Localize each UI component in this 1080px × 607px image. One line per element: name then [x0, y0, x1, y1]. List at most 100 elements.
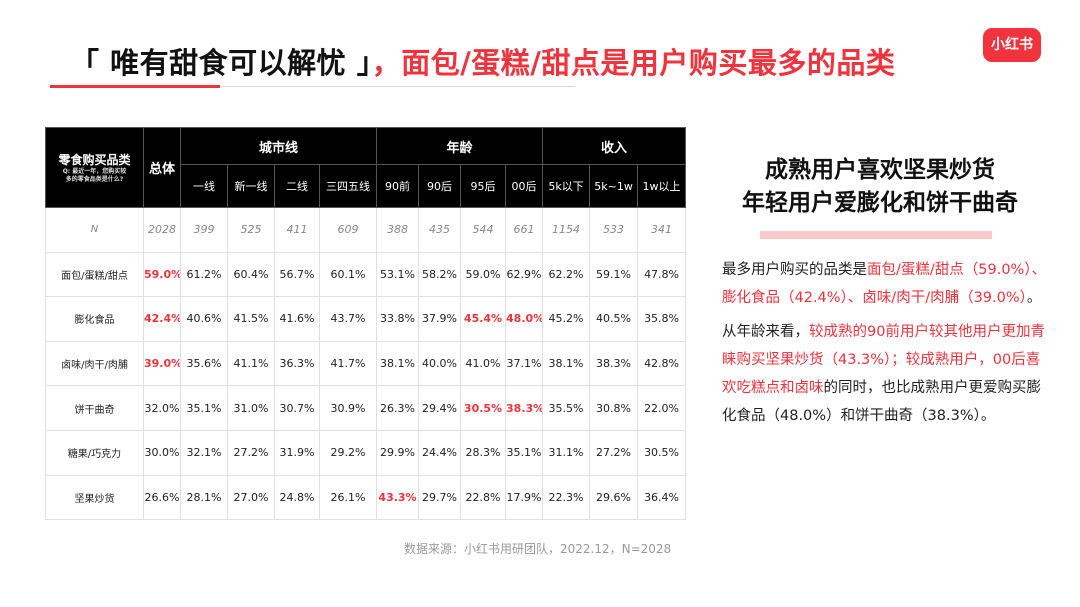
value-cell: 62.2% [542, 251, 591, 298]
brand-logo: 小红书 [983, 28, 1041, 62]
group-header-income: 收入 [542, 127, 687, 165]
total-header: 总体 [143, 127, 181, 208]
value-cell: 341 [637, 207, 687, 253]
summary-paragraph-2: 从年龄来看，较成熟的90前用户较其他用户更加青睐购买坚果炒货（43.3%）；较成… [722, 318, 1052, 430]
row-label: 膨化食品 [45, 296, 144, 342]
value-cell: 41.6% [274, 296, 320, 342]
value-cell: 30.5% [460, 385, 507, 431]
column-header: 新一线 [227, 164, 275, 208]
value-cell: 31.1% [542, 429, 591, 476]
value-cell: 22.8% [460, 474, 507, 521]
column-header: 一线 [180, 164, 228, 208]
value-cell: 399 [180, 207, 228, 253]
value-cell: 35.6% [180, 340, 228, 387]
column-header: 95后 [460, 164, 507, 208]
total-cell: 59.0% [143, 251, 181, 298]
value-cell: 40.0% [418, 340, 462, 387]
value-cell: 35.1% [180, 385, 228, 431]
value-cell: 41.5% [227, 296, 275, 342]
value-cell: 43.7% [318, 296, 378, 342]
value-cell: 40.6% [180, 296, 228, 342]
table-row: 饼干曲奇 32.0% 35.1% 31.0% 30.7% 30.9% 26.3% 29.4% 3… [45, 385, 687, 431]
snack-purchase-table: 零食购买品类 Q: 最近一年，您购买较多的零食品类是什么? 总体 城市线 年龄 … [45, 127, 687, 521]
table-row: N 2028 399 525 411 609 388 435 544 661 1154 533 341 [45, 207, 687, 253]
value-cell: 41.7% [318, 340, 378, 387]
value-cell: 60.1% [318, 251, 378, 298]
group-header-age: 年龄 [376, 127, 544, 165]
value-cell: 45.2% [542, 296, 591, 342]
table-row: 面包/蛋糕/甜点 59.0% 61.2% 60.4% 56.7% 60.1% 53.1% 58… [45, 251, 687, 298]
value-cell: 28.1% [180, 474, 228, 521]
value-cell: 28.3% [460, 429, 507, 476]
row-label: N [45, 207, 144, 253]
value-cell: 38.3% [505, 385, 544, 431]
value-cell: 56.7% [274, 251, 320, 298]
value-cell: 29.9% [376, 429, 420, 476]
row-label: 面包/蛋糕/甜点 [45, 251, 144, 298]
value-cell: 60.4% [227, 251, 275, 298]
value-cell: 27.2% [227, 429, 275, 476]
table-row: 坚果炒货 26.6% 28.1% 27.0% 24.8% 26.1% 43.3% 29.7% 2… [45, 474, 687, 521]
value-cell: 661 [505, 207, 544, 253]
row-label: 糖果/巧克力 [45, 429, 144, 476]
value-cell: 533 [589, 207, 639, 253]
value-cell: 58.2% [418, 251, 462, 298]
value-cell: 32.1% [180, 429, 228, 476]
value-cell: 22.3% [542, 474, 591, 521]
category-header-label: 零食购买品类 [58, 153, 131, 167]
value-cell: 30.9% [318, 385, 378, 431]
value-cell: 45.4% [460, 296, 507, 342]
value-cell: 31.0% [227, 385, 275, 431]
table-row: 膨化食品 42.4% 40.6% 41.5% 41.6% 43.7% 33.8% 37.9% 4… [45, 296, 687, 342]
body-text: 最多用户购买的品类是 [722, 262, 867, 278]
value-cell: 47.8% [637, 251, 687, 298]
value-cell: 30.5% [637, 429, 687, 476]
title-divider [50, 86, 575, 87]
column-header: 三四五线 [318, 164, 378, 208]
value-cell: 29.6% [589, 474, 639, 521]
column-header: 90前 [376, 164, 420, 208]
value-cell: 38.1% [376, 340, 420, 387]
value-cell: 22.0% [637, 385, 687, 431]
value-cell: 41.1% [227, 340, 275, 387]
value-cell: 62.9% [505, 251, 544, 298]
value-cell: 29.2% [318, 429, 378, 476]
value-cell: 38.1% [542, 340, 591, 387]
table-row: 糖果/巧克力 30.0% 32.1% 27.2% 31.9% 29.2% 29.9% 24.4… [45, 429, 687, 476]
value-cell: 26.1% [318, 474, 378, 521]
value-cell: 609 [318, 207, 378, 253]
category-question: Q: 最近一年，您购买较多的零食品类是什么? [62, 168, 127, 183]
row-label: 坚果炒货 [45, 474, 144, 521]
value-cell: 26.3% [376, 385, 420, 431]
title-part-2: ，面包/蛋糕/甜点是用户购买最多的品类 [371, 46, 896, 80]
column-header: 5k以下 [542, 164, 591, 208]
summary-body: 最多用户购买的品类是面包/蛋糕/甜点（59.0%）、膨化食品（42.4%）、卤味… [722, 256, 1052, 436]
value-cell: 59.0% [460, 251, 507, 298]
total-cell: 26.6% [143, 474, 181, 521]
category-header: 零食购买品类 Q: 最近一年，您购买较多的零食品类是什么? [45, 127, 144, 208]
summary-paragraph-1: 最多用户购买的品类是面包/蛋糕/甜点（59.0%）、膨化食品（42.4%）、卤味… [722, 256, 1052, 312]
column-header: 5k~1w [589, 164, 639, 208]
value-cell: 48.0% [505, 296, 544, 342]
value-cell: 43.3% [376, 474, 420, 521]
total-cell: 2028 [143, 207, 181, 253]
value-cell: 38.3% [589, 340, 639, 387]
value-cell: 35.8% [637, 296, 687, 342]
value-cell: 17.9% [505, 474, 544, 521]
summary-accent-bar [760, 231, 992, 239]
value-cell: 36.3% [274, 340, 320, 387]
value-cell: 53.1% [376, 251, 420, 298]
table-row: 卤味/肉干/肉脯 39.0% 35.6% 41.1% 36.3% 41.7% 38.1% 40… [45, 340, 687, 387]
data-source-note: 数据来源：小红书用研团队，2022.12，N=2028 [404, 542, 672, 556]
body-text: 的同时，也比成熟用户更爱购买膨化食品（48.0%）和饼干曲奇（38.3%）。 [722, 380, 1041, 424]
total-cell: 39.0% [143, 340, 181, 387]
value-cell: 411 [274, 207, 320, 253]
value-cell: 27.0% [227, 474, 275, 521]
row-label: 饼干曲奇 [45, 385, 144, 431]
value-cell: 24.4% [418, 429, 462, 476]
value-cell: 27.2% [589, 429, 639, 476]
total-cell: 42.4% [143, 296, 181, 342]
summary-heading-line-1: 成熟用户喜欢坚果炒货 [765, 157, 995, 183]
value-cell: 525 [227, 207, 275, 253]
value-cell: 31.9% [274, 429, 320, 476]
